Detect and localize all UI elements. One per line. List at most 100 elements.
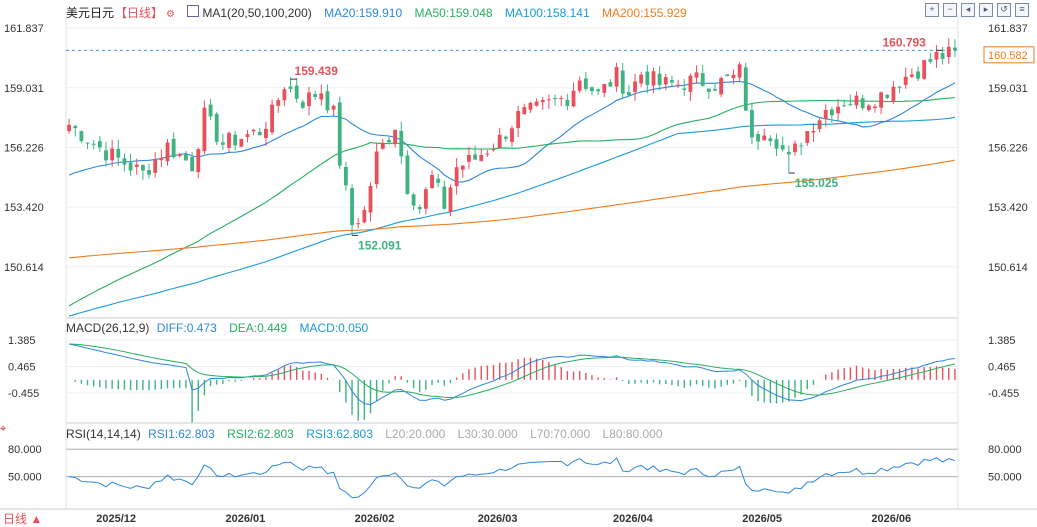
candle-body xyxy=(190,157,195,172)
date-tick-label: 2026/02 xyxy=(355,513,395,525)
period-selector-label: 日线 xyxy=(3,512,28,526)
candle-body xyxy=(454,167,459,187)
gear-icon[interactable]: ⚙ xyxy=(166,9,175,20)
candle-body xyxy=(294,85,299,99)
candle-body xyxy=(719,78,724,95)
candle-body xyxy=(614,66,619,87)
candle-body xyxy=(946,46,951,58)
candle-body xyxy=(540,99,545,103)
candle-body xyxy=(596,89,601,92)
candle-body xyxy=(171,138,176,158)
candle-body xyxy=(737,64,742,78)
candle-body xyxy=(953,47,957,51)
candle-body xyxy=(356,223,361,225)
candle-body xyxy=(805,131,810,143)
candle-body xyxy=(214,113,219,142)
candle-body xyxy=(713,89,717,91)
chart-toolbar: + − ◂ ▸ ↺ ≡ xyxy=(925,3,1029,17)
reset-icon[interactable]: ↺ xyxy=(997,3,1011,17)
macd-value: MACD:0.050 xyxy=(299,321,369,335)
ma-settings-icon[interactable] xyxy=(187,5,200,17)
candle-body xyxy=(251,129,256,132)
candle-body xyxy=(497,134,502,148)
price-legend: 美元日元【日线】 ⚙ MA1(20,50,100,200) MA20:159.91… xyxy=(66,4,696,21)
rsi-tick-label-right: 80.000 xyxy=(988,444,1022,456)
candle-body xyxy=(885,94,890,98)
ma50-line xyxy=(68,96,955,307)
candle-body xyxy=(503,136,508,139)
move-right-icon[interactable]: ▸ xyxy=(979,3,993,17)
ma50-value: MA50:159.048 xyxy=(414,6,493,20)
candle-body xyxy=(97,141,102,148)
candle-body xyxy=(270,104,274,133)
candle-body xyxy=(134,164,139,167)
candle-body xyxy=(362,209,367,223)
candle-body xyxy=(319,93,324,100)
candle-body xyxy=(823,109,828,119)
macd-tick-label-left: -0.455 xyxy=(8,388,39,400)
candle-body xyxy=(337,102,342,166)
period-selector[interactable]: 日线 ▲ xyxy=(3,510,42,527)
candle-body xyxy=(448,187,453,212)
candle-body xyxy=(768,138,773,142)
candle-body xyxy=(387,140,391,143)
candle-body xyxy=(79,131,84,142)
macd-label: MACD(26,12,9) xyxy=(66,321,150,335)
zoom-out-icon[interactable]: − xyxy=(943,3,957,17)
candle-body xyxy=(903,76,908,85)
candle-body xyxy=(184,154,188,161)
price-tick-label-left: 153.420 xyxy=(4,202,44,214)
dea-value: DEA:0.449 xyxy=(229,321,288,335)
diff-value: DIFF:0.473 xyxy=(156,321,217,335)
date-tick-label: 2026/04 xyxy=(613,513,654,525)
candle-body xyxy=(534,101,539,106)
candle-body xyxy=(122,158,127,165)
candle-body xyxy=(282,89,287,101)
candle-body xyxy=(393,129,398,145)
rsi2-value: RSI2:62.803 xyxy=(227,427,294,441)
candlestick-layer xyxy=(67,38,957,236)
candle-body xyxy=(233,134,238,146)
price-tick-label-left: 156.226 xyxy=(4,142,44,154)
candle-body xyxy=(602,83,607,93)
rsi-legend: RSI(14,14,14) RSI1:62.803 RSI2:62.803 RS… xyxy=(66,427,672,441)
candle-body xyxy=(227,132,231,148)
candle-body xyxy=(110,148,115,161)
annotation-label: 152.091 xyxy=(358,238,402,252)
candle-body xyxy=(417,206,422,210)
rsi-tick-label-right: 50.000 xyxy=(988,472,1022,484)
settings-icon[interactable]: ≡ xyxy=(1015,3,1029,17)
l80-value: L80:80.000 xyxy=(602,427,663,441)
period-label[interactable]: 【日线】 xyxy=(115,6,164,20)
rsi3-value: RSI3:62.803 xyxy=(306,427,373,441)
price-tick-label-left: 150.614 xyxy=(4,262,44,274)
candle-body xyxy=(264,128,268,138)
candle-body xyxy=(153,159,158,173)
candle-body xyxy=(663,77,668,85)
candle-body xyxy=(553,98,557,100)
candle-body xyxy=(897,86,902,88)
rsi-tick-label-left: 80.000 xyxy=(8,444,42,456)
candle-body xyxy=(313,94,318,97)
candle-body xyxy=(608,82,613,87)
candle-body xyxy=(817,120,822,130)
candle-body xyxy=(208,104,213,117)
candle-body xyxy=(731,74,736,79)
zoom-in-icon[interactable]: + xyxy=(925,3,939,17)
candle-body xyxy=(559,98,564,100)
move-left-icon[interactable]: ◂ xyxy=(961,3,975,17)
candle-body xyxy=(547,99,551,101)
rsi-layer xyxy=(68,457,956,499)
price-tick-label-right: 161.837 xyxy=(988,23,1028,35)
candle-body xyxy=(491,149,496,151)
price-tick-label-right: 153.420 xyxy=(988,202,1028,214)
candle-body xyxy=(583,78,588,89)
macd-tick-label-left: 1.385 xyxy=(8,335,36,347)
candle-body xyxy=(909,74,914,77)
candle-body xyxy=(159,157,164,161)
candle-body xyxy=(676,84,681,86)
crosshair-icon[interactable]: ⌖ xyxy=(0,423,7,435)
candle-body xyxy=(116,148,121,158)
dea-line xyxy=(69,343,956,399)
